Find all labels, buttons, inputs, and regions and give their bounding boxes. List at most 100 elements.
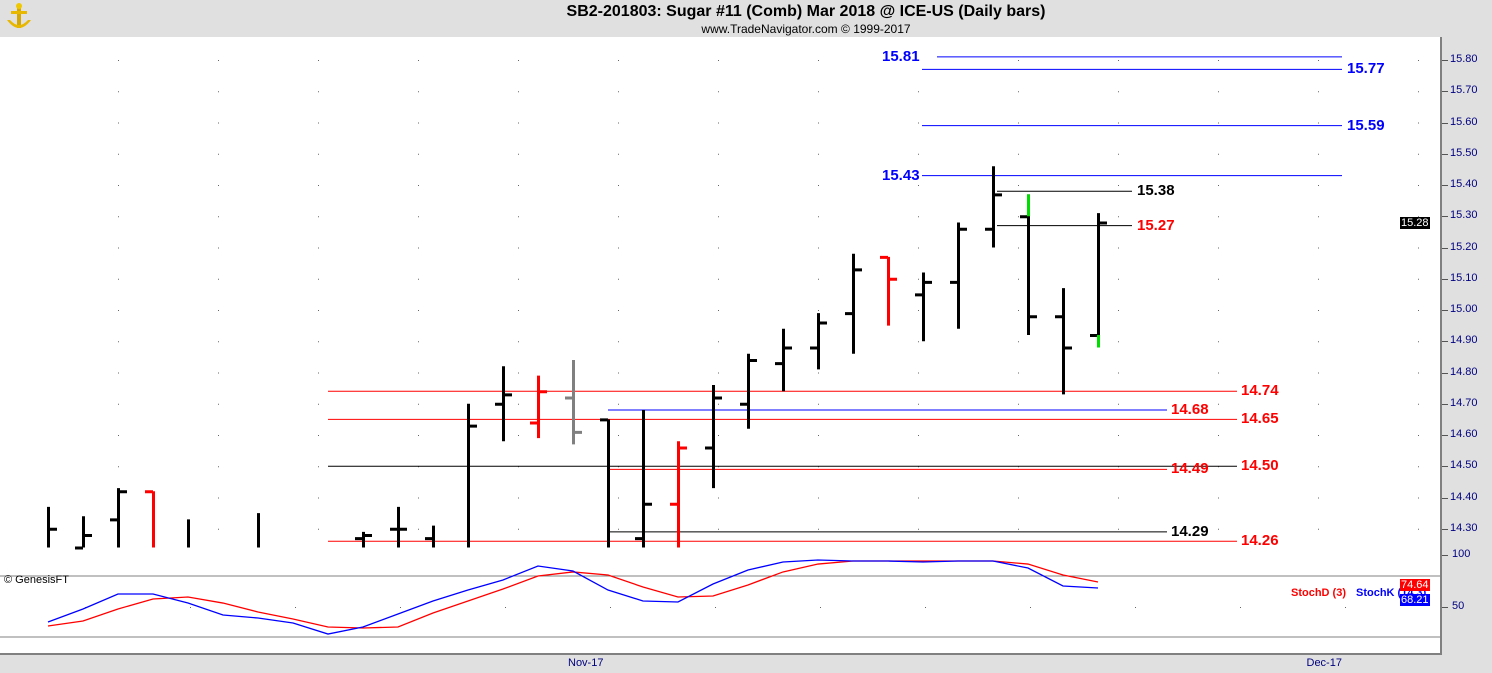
grid-dot <box>518 60 519 61</box>
open-tick <box>565 396 573 400</box>
grid-dot <box>218 403 219 405</box>
grid-dot <box>1318 435 1319 436</box>
price-bar <box>922 272 925 342</box>
grid-dot <box>1218 185 1219 186</box>
y-tick <box>1442 247 1448 249</box>
price-bar <box>187 519 190 548</box>
stoch-tick-label: 100 <box>1452 548 1471 560</box>
grid-dot <box>118 435 119 436</box>
price-bar <box>957 222 960 329</box>
grid-dot <box>318 341 319 343</box>
level-label: 15.27 <box>1137 216 1175 234</box>
plot-area[interactable]: © GenesisFT StochD (3) StochK (14,3) <box>0 37 1442 655</box>
grid-dot <box>318 91 319 93</box>
close-tick <box>679 446 687 450</box>
grid-dot <box>1345 607 1346 608</box>
open-tick <box>145 490 153 494</box>
price-chart-svg <box>0 56 1442 638</box>
open-tick <box>530 421 538 425</box>
grid-dot <box>218 247 219 249</box>
grid-dot <box>418 341 419 343</box>
grid-dot <box>318 528 319 530</box>
grid-dot <box>918 216 919 218</box>
y-tick <box>1442 216 1448 218</box>
grid-dot <box>618 216 619 218</box>
grid-dot <box>518 185 519 186</box>
grid-dot <box>418 122 419 124</box>
grid-dot <box>820 607 821 608</box>
y-tick-label: 15.80 <box>1450 53 1478 65</box>
y-tick <box>1442 607 1448 608</box>
grid-dot <box>618 91 619 93</box>
grid-dot <box>718 122 719 124</box>
grid-dot <box>118 341 119 343</box>
grid-dot <box>718 278 719 280</box>
grid-dot <box>1418 122 1419 124</box>
stoch-d-value-tag: 74.64 <box>1400 579 1430 591</box>
price-bar <box>782 328 785 392</box>
grid-dot <box>518 528 519 530</box>
y-tick-label: 15.40 <box>1450 178 1478 190</box>
grid-dot <box>1318 153 1319 155</box>
grid-dot <box>818 278 819 280</box>
stoch-k-value-tag: 68.21 <box>1400 594 1430 606</box>
open-tick <box>915 293 923 297</box>
price-bar <box>642 410 645 548</box>
grid-dot <box>418 60 419 61</box>
grid-dot <box>918 435 919 436</box>
grid-dot <box>418 435 419 436</box>
y-tick-label: 15.60 <box>1450 115 1478 128</box>
grid-dot <box>318 122 319 124</box>
grid-dot <box>418 372 419 374</box>
grid-dot <box>718 403 719 405</box>
grid-dot <box>218 91 219 93</box>
grid-dot <box>318 497 319 499</box>
grid-dot <box>1018 60 1019 61</box>
grid-dot <box>118 278 119 280</box>
stoch-d-line <box>47 560 1099 629</box>
grid-dot <box>418 403 419 405</box>
price-bar <box>1097 213 1100 348</box>
close-tick <box>994 193 1002 197</box>
price-bar <box>992 166 995 248</box>
grid-dot <box>1318 60 1319 61</box>
open-tick <box>810 346 818 350</box>
grid-dot <box>718 310 719 311</box>
grid-dot <box>118 216 119 218</box>
grid-dot <box>1018 216 1019 218</box>
grid-dot <box>1218 278 1219 280</box>
level-label: 14.29 <box>1171 522 1209 540</box>
grid-dot <box>618 122 619 124</box>
open-tick <box>355 537 363 541</box>
grid-dot <box>518 216 519 218</box>
grid-dot <box>918 278 919 280</box>
grid-dot <box>218 372 219 374</box>
y-tick <box>1442 122 1448 124</box>
grid-dot <box>1318 528 1319 530</box>
y-tick <box>1442 466 1448 468</box>
close-tick <box>119 490 127 494</box>
open-tick <box>950 280 958 284</box>
price-bar <box>362 531 365 548</box>
grid-dot <box>618 278 619 280</box>
close-tick <box>574 430 582 434</box>
grid-dot <box>218 466 219 468</box>
grid-dot <box>218 216 219 218</box>
stoch-tick-label: 50 <box>1452 600 1465 612</box>
grid-dot <box>618 341 619 343</box>
chart-title: SB2-201803: Sugar #11 (Comb) Mar 2018 @ … <box>566 3 1046 20</box>
open-tick <box>600 418 608 422</box>
grid-dot <box>1218 122 1219 124</box>
grid-dot <box>818 247 819 249</box>
grid-dot <box>718 341 719 343</box>
grid-dot <box>1118 497 1119 499</box>
open-tick <box>635 537 643 541</box>
price-bar <box>852 253 855 354</box>
grid-dot <box>818 310 819 311</box>
level-label: 14.68 <box>1171 401 1209 418</box>
grid-dot <box>318 435 319 436</box>
y-tick-label: 14.70 <box>1450 396 1478 409</box>
grid-dot <box>318 247 319 249</box>
grid-dot <box>1418 435 1419 436</box>
level-label: 14.74 <box>1241 382 1279 400</box>
